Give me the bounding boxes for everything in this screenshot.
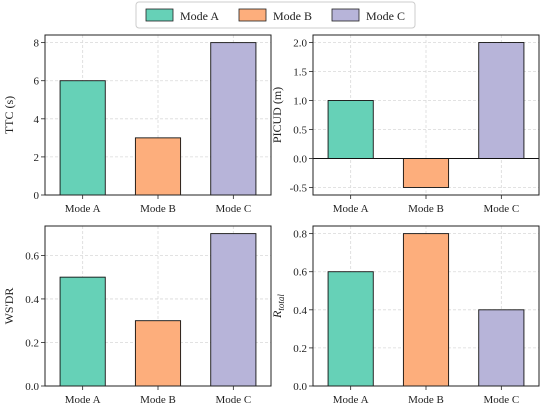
tick-label-x: Mode A bbox=[65, 203, 101, 215]
bar-mode-b bbox=[402, 233, 450, 387]
tick-label-y: 1.0 bbox=[293, 96, 307, 108]
bar-mode-c bbox=[210, 42, 257, 196]
tick-label-y: 0.8 bbox=[293, 229, 307, 241]
tick-label-y: 0.0 bbox=[293, 381, 307, 393]
tick-label-y: 4 bbox=[34, 114, 40, 126]
tick-label-y: 1.5 bbox=[293, 67, 307, 79]
bar-mode-a bbox=[59, 80, 106, 196]
tick-label-x: Mode C bbox=[483, 203, 519, 215]
legend-swatch-mode-b bbox=[238, 8, 267, 22]
legend-label-mode-a: Mode A bbox=[180, 9, 219, 23]
bar-mode-a bbox=[59, 276, 106, 387]
bar-mode-a bbox=[327, 100, 374, 159]
tick-label-y: 0.4 bbox=[25, 294, 39, 306]
tick-label-y: 0.5 bbox=[293, 124, 307, 136]
tick-label-y: 0.2 bbox=[25, 337, 39, 349]
tick-label-x: Mode B bbox=[140, 203, 176, 215]
y-axis-label: WS'DR bbox=[2, 288, 16, 325]
panel-ttc: 0 2 4 6 8 Mode A Mode B Mode C TTC (s) bbox=[2, 34, 272, 215]
tick-label-x: Mode A bbox=[333, 394, 369, 406]
tick-label-y: 0 bbox=[34, 190, 40, 202]
tick-label-y: 2.0 bbox=[293, 38, 307, 50]
bar-mode-b bbox=[134, 137, 182, 196]
axes-frame bbox=[44, 225, 272, 387]
bar-mode-b bbox=[402, 158, 450, 188]
tick-label-y: 0.2 bbox=[293, 343, 307, 355]
tick-label-y: 0.6 bbox=[25, 250, 39, 262]
legend-label-mode-b: Mode B bbox=[273, 9, 312, 23]
tick-label-x: Mode C bbox=[215, 394, 251, 406]
tick-label-x: Mode C bbox=[215, 203, 251, 215]
tick-label-y: 0.6 bbox=[293, 267, 307, 279]
tick-label-y: -0.5 bbox=[290, 182, 308, 194]
tick-label-x: Mode B bbox=[408, 394, 444, 406]
legend-frame bbox=[135, 1, 416, 29]
legend: Mode A Mode B Mode C bbox=[135, 1, 416, 29]
y-axis-label: Rtotal bbox=[270, 294, 286, 319]
bar-mode-a bbox=[327, 271, 374, 387]
panel-wsdr: 0.0 0.2 0.4 0.6 Mode A Mode B Mode C WS'DR bbox=[2, 225, 272, 406]
tick-label-y: 6 bbox=[34, 76, 40, 88]
tick-label-x: Mode B bbox=[140, 394, 176, 406]
panel-rtotal: 0.0 0.2 0.4 0.6 0.8 Mode A Mode B Mode C Rtotal bbox=[270, 225, 540, 406]
tick-label-x: Mode C bbox=[483, 394, 519, 406]
axes-frame bbox=[312, 225, 540, 387]
tick-label-y: 8 bbox=[34, 38, 40, 50]
legend-label-mode-c: Mode C bbox=[366, 9, 405, 23]
bar-mode-c bbox=[478, 309, 525, 387]
axes-frame bbox=[44, 34, 272, 196]
y-axis-label: TTC (s) bbox=[2, 96, 16, 134]
bar-mode-c bbox=[478, 42, 525, 159]
axes-frame bbox=[312, 34, 540, 196]
legend-swatch-mode-a bbox=[145, 8, 174, 22]
legend-swatch-mode-c bbox=[331, 8, 360, 22]
tick-label-y: 0.4 bbox=[293, 305, 307, 317]
tick-label-x: Mode A bbox=[65, 394, 101, 406]
panel-picud: -0.5 0.0 0.5 1.0 1.5 2.0 Mode A Mode B Mode C PIC… bbox=[270, 34, 540, 215]
y-axis-label: PICUD (m) bbox=[270, 87, 284, 143]
tick-label-x: Mode B bbox=[408, 203, 444, 215]
tick-label-y: 0.0 bbox=[293, 153, 307, 165]
tick-label-y: 2 bbox=[34, 152, 40, 164]
tick-label-y: 0.0 bbox=[25, 381, 39, 393]
bar-mode-b bbox=[134, 320, 182, 387]
tick-label-x: Mode A bbox=[333, 203, 369, 215]
bar-mode-c bbox=[210, 233, 257, 387]
